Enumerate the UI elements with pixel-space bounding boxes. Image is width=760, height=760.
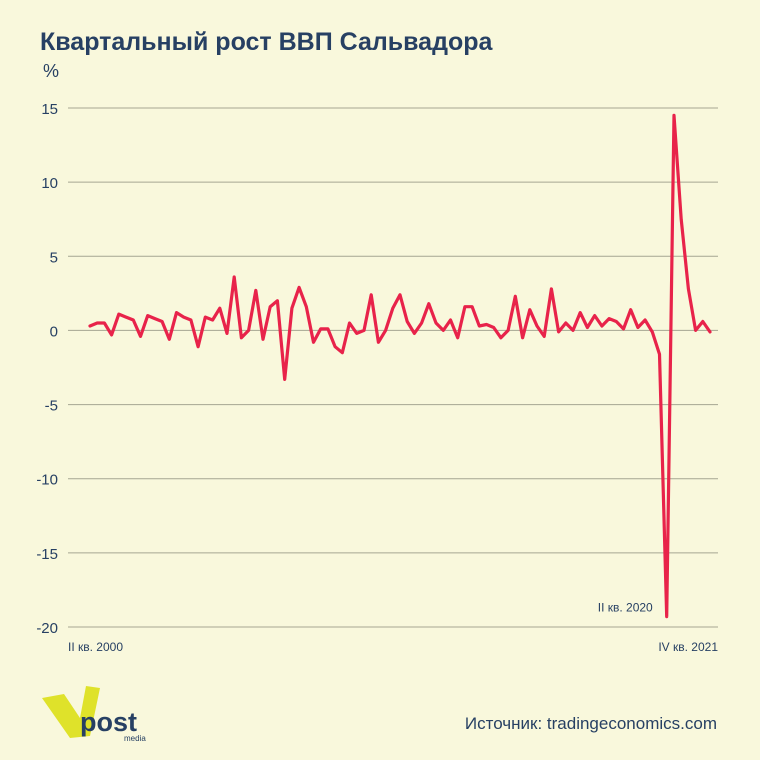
- y-tick-label: -15: [36, 546, 58, 563]
- y-tick-label: 0: [50, 323, 58, 340]
- y-tick-labels: 15 10 5 0 -5 -10 -15 -20: [36, 101, 58, 637]
- logo-word: post: [80, 707, 137, 737]
- logo-sub: media: [124, 734, 146, 743]
- y-tick-label: 5: [50, 249, 58, 266]
- y-tick-label: 10: [41, 175, 58, 192]
- annotation-label: II кв. 2020: [598, 601, 653, 615]
- annotations: II кв. 2020: [598, 601, 653, 615]
- line-chart: 15 10 5 0 -5 -10 -15 -20 II кв. 2000 IV кв. 2021…: [36, 101, 718, 654]
- gridlines: [68, 107, 718, 628]
- x-tick-label: IV кв. 2021: [658, 640, 718, 654]
- gdp-growth-line: [88, 113, 712, 619]
- x-tick-labels: II кв. 2000 IV кв. 2021: [68, 640, 718, 654]
- y-tick-label: 15: [41, 101, 58, 118]
- logo-v-shape: [42, 686, 100, 738]
- series-layer: [88, 113, 712, 619]
- y-tick-label: -5: [45, 398, 58, 415]
- post-media-logo: post media: [42, 686, 146, 743]
- y-tick-label: -20: [36, 620, 58, 637]
- source-note: Источник: tradingeconomics.com: [464, 714, 717, 733]
- y-axis-unit: %: [43, 61, 60, 81]
- y-tick-label: -10: [36, 472, 58, 489]
- chart-title: Квартальный рост ВВП Сальвадора: [40, 28, 493, 56]
- x-tick-label: II кв. 2000: [68, 640, 123, 654]
